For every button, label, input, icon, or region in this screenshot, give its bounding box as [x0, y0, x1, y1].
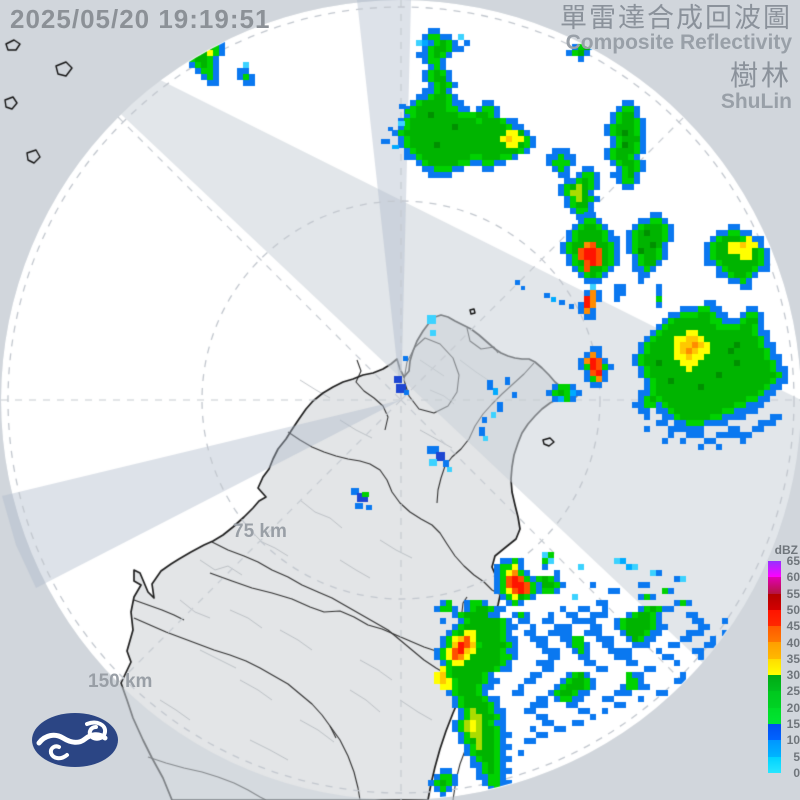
colorbar-band — [768, 691, 781, 708]
title-block: 單雷達合成回波圖 Composite Reflectivity 樹林 ShuLi… — [560, 4, 792, 113]
range-label-150km: 150 km — [88, 671, 153, 692]
colorbar-band — [768, 609, 781, 627]
colorbar-tick: 30 — [786, 668, 800, 683]
colorbar-tick: 65 — [786, 554, 800, 568]
range-label-75km: 75 km — [233, 521, 287, 542]
colorbar-band — [768, 626, 781, 643]
colorbar-band — [768, 707, 781, 724]
colorbar-band — [768, 675, 781, 692]
colorbar-unit-label: dBZ — [774, 543, 798, 557]
logo-wave-stroke — [36, 732, 108, 746]
product-title-zh: 單雷達合成回波圖 — [560, 3, 792, 33]
colorbar-tick: 40 — [786, 635, 800, 650]
colorbar-tick: 35 — [786, 651, 800, 666]
colorbar-band — [768, 723, 781, 741]
colorbar-band — [768, 756, 781, 773]
colorbar-band — [768, 642, 781, 659]
colorbar-tick: 10 — [786, 733, 800, 748]
colorbar: dBZ 65 60 55 50 45 40 35 30 25 20 15 10 5 0 — [766, 543, 800, 780]
cwb-logo — [32, 713, 118, 767]
colorbar-band — [768, 593, 781, 610]
colorbar-band — [768, 658, 781, 676]
station-name-zh: 樹林 — [729, 60, 792, 92]
colorbar-tick: 25 — [786, 684, 800, 699]
colorbar-tick: 5 — [793, 749, 800, 764]
timestamp: 2025/05/20 19:19:51 — [10, 4, 271, 34]
product-title-en: Composite Reflectivity — [565, 31, 792, 55]
colorbar-band — [768, 577, 781, 594]
colorbar-tick: 20 — [786, 700, 800, 715]
colorbar-tick: 60 — [786, 570, 800, 585]
logo-top-curl-stroke — [85, 720, 108, 741]
station-name-en: ShuLin — [720, 89, 792, 113]
colorbar-gradient — [768, 561, 781, 773]
colorbar-band — [768, 561, 781, 578]
colorbar-tick: 55 — [786, 586, 800, 601]
colorbar-band — [768, 740, 781, 757]
colorbar-tick: 45 — [786, 619, 800, 634]
logo-bottom-curl-stroke — [48, 744, 69, 761]
colorbar-tick: 50 — [786, 602, 800, 617]
colorbar-tick: 0 — [793, 766, 800, 780]
colorbar-tick: 15 — [786, 717, 800, 732]
